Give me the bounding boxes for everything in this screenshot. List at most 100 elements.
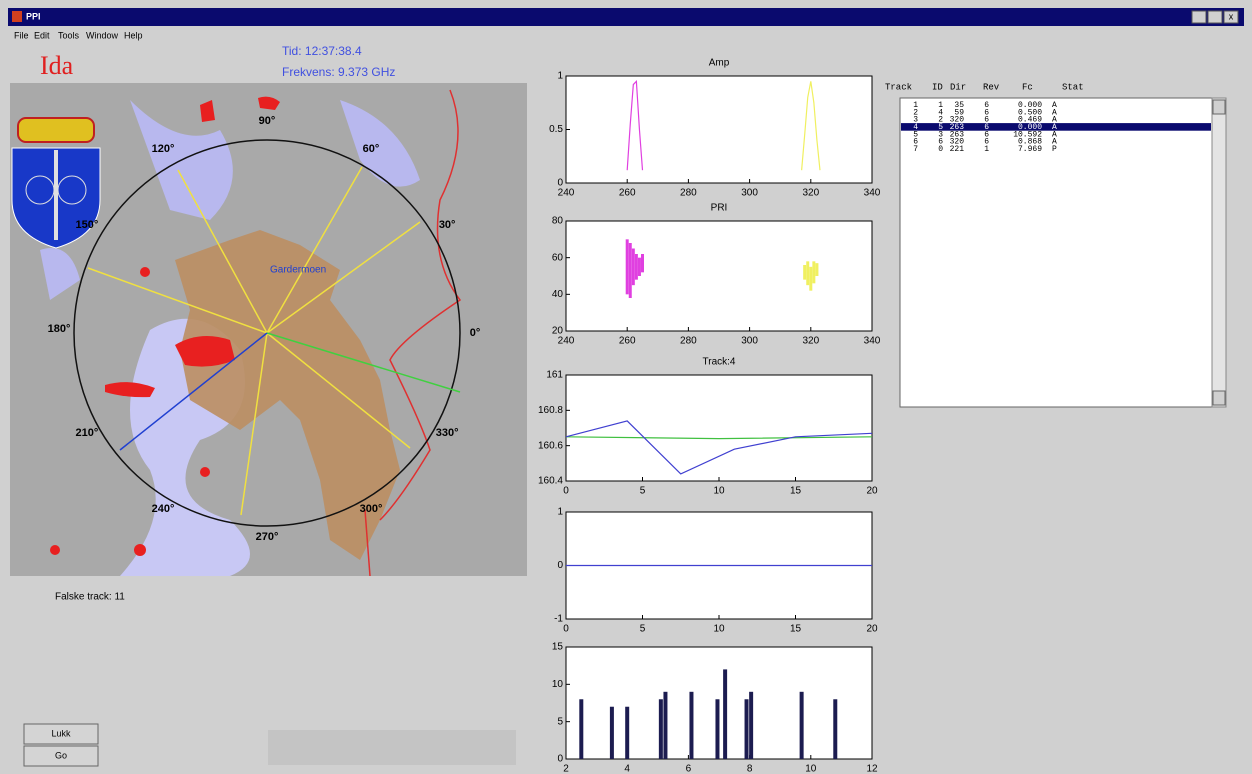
y-tick-label: 0: [557, 754, 563, 765]
y-tick-label: 0.5: [549, 124, 563, 135]
table-cell: P: [1052, 145, 1057, 154]
place-label: Gardermoen: [270, 265, 326, 276]
table-cell: 221: [950, 145, 965, 154]
bar: [689, 692, 693, 759]
y-tick-label: 160.6: [538, 440, 563, 451]
y-tick-label: 20: [552, 326, 564, 337]
menu-item[interactable]: Edit: [34, 30, 50, 40]
lukk-button[interactable]: Lukk: [24, 724, 98, 744]
plot-title: Track:4: [703, 357, 736, 368]
x-tick-label: 5: [640, 486, 646, 497]
bar: [833, 699, 837, 759]
bar: [610, 707, 614, 759]
y-tick-label: 40: [552, 289, 564, 300]
menu-item[interactable]: Tools: [58, 30, 80, 40]
angle-label: 270°: [256, 531, 279, 543]
angle-label: 0°: [470, 327, 481, 339]
angle-label: 330°: [436, 427, 459, 439]
x-tick-label: 260: [619, 336, 636, 347]
x-tick-label: 260: [619, 188, 636, 199]
column-header: ID: [932, 82, 943, 92]
svg-text:x: x: [1229, 11, 1234, 21]
angle-label: 120°: [152, 143, 175, 155]
table-cell: 7.969: [1018, 145, 1042, 154]
map: [10, 83, 527, 576]
x-tick-label: 8: [747, 764, 753, 774]
window: PPI x Ida Tid: 12:37:38.4 Frekvens: 9.37…: [0, 0, 1252, 774]
y-tick-label: 161: [546, 370, 563, 381]
menu-item[interactable]: Window: [86, 30, 119, 40]
x-tick-label: 6: [686, 764, 692, 774]
angle-label: 30°: [439, 219, 456, 231]
table-cell: 1: [984, 145, 989, 154]
y-tick-label: -1: [554, 614, 563, 625]
x-tick-label: 0: [563, 486, 569, 497]
x-tick-label: 300: [741, 188, 758, 199]
x-tick-label: 280: [680, 188, 697, 199]
x-tick-label: 300: [741, 336, 758, 347]
x-tick-label: 5: [640, 624, 646, 635]
y-tick-label: 1: [557, 507, 563, 518]
angle-label: 90°: [259, 115, 276, 127]
y-tick-label: 160.8: [538, 405, 563, 416]
menu-item[interactable]: File: [14, 30, 29, 40]
x-tick-label: 20: [866, 624, 878, 635]
y-tick-label: 0: [557, 560, 563, 571]
angle-label: 210°: [75, 427, 98, 439]
y-tick-label: 60: [552, 252, 564, 263]
y-tick-label: 10: [552, 679, 564, 690]
page: PPI x Ida Tid: 12:37:38.4 Frekvens: 9.37…: [0, 0, 1252, 774]
x-tick-label: 240: [558, 336, 575, 347]
table-cell: 7: [913, 145, 918, 154]
button-label: Lukk: [51, 728, 71, 738]
window-title: PPI: [26, 11, 41, 21]
bar: [579, 699, 583, 759]
x-tick-label: 320: [802, 188, 819, 199]
window-controls[interactable]: x: [1192, 11, 1238, 23]
bar: [745, 699, 749, 759]
frequency-label: Frekvens: 9.373 GHz: [282, 65, 395, 79]
x-tick-label: 20: [866, 486, 878, 497]
bar: [723, 669, 727, 759]
x-tick-label: 15: [790, 486, 802, 497]
x-tick-label: 4: [624, 764, 630, 774]
time-label: Tid: 12:37:38.4: [282, 44, 362, 58]
bar: [715, 699, 719, 759]
column-header: Rev: [983, 82, 1000, 92]
angle-label: 60°: [363, 143, 380, 155]
plot-title: PRI: [711, 203, 728, 214]
angle-label: 240°: [152, 503, 175, 515]
menu-item[interactable]: Help: [124, 30, 143, 40]
column-header: Stat: [1062, 82, 1084, 92]
x-tick-label: 340: [864, 336, 881, 347]
y-tick-label: 1: [557, 71, 563, 82]
y-tick-label: 5: [557, 716, 563, 727]
bar: [749, 692, 753, 759]
x-tick-label: 320: [802, 336, 819, 347]
name-label: Ida: [40, 51, 74, 80]
x-tick-label: 10: [805, 764, 817, 774]
plot-title: Amp: [709, 58, 730, 69]
x-tick-label: 240: [558, 188, 575, 199]
y-tick-label: 15: [552, 642, 564, 653]
title-bar: [8, 8, 1244, 26]
app-icon: [12, 11, 22, 22]
angle-label: 150°: [75, 219, 98, 231]
x-tick-label: 280: [680, 336, 697, 347]
y-tick-label: 160.4: [538, 476, 563, 487]
x-tick-label: 15: [790, 624, 802, 635]
x-tick-label: 0: [563, 624, 569, 635]
angle-label: 300°: [360, 503, 383, 515]
column-header: Fc: [1022, 82, 1033, 92]
bar: [625, 707, 629, 759]
go-button[interactable]: Go: [24, 746, 98, 766]
x-tick-label: 12: [866, 764, 878, 774]
y-tick-label: 0: [557, 178, 563, 189]
x-tick-label: 340: [864, 188, 881, 199]
column-header: Dir: [950, 82, 966, 92]
column-header: Track: [885, 82, 912, 92]
plot-area: [566, 221, 872, 331]
x-tick-label: 10: [713, 486, 725, 497]
x-tick-label: 2: [563, 764, 569, 774]
plot-area: [566, 375, 872, 481]
